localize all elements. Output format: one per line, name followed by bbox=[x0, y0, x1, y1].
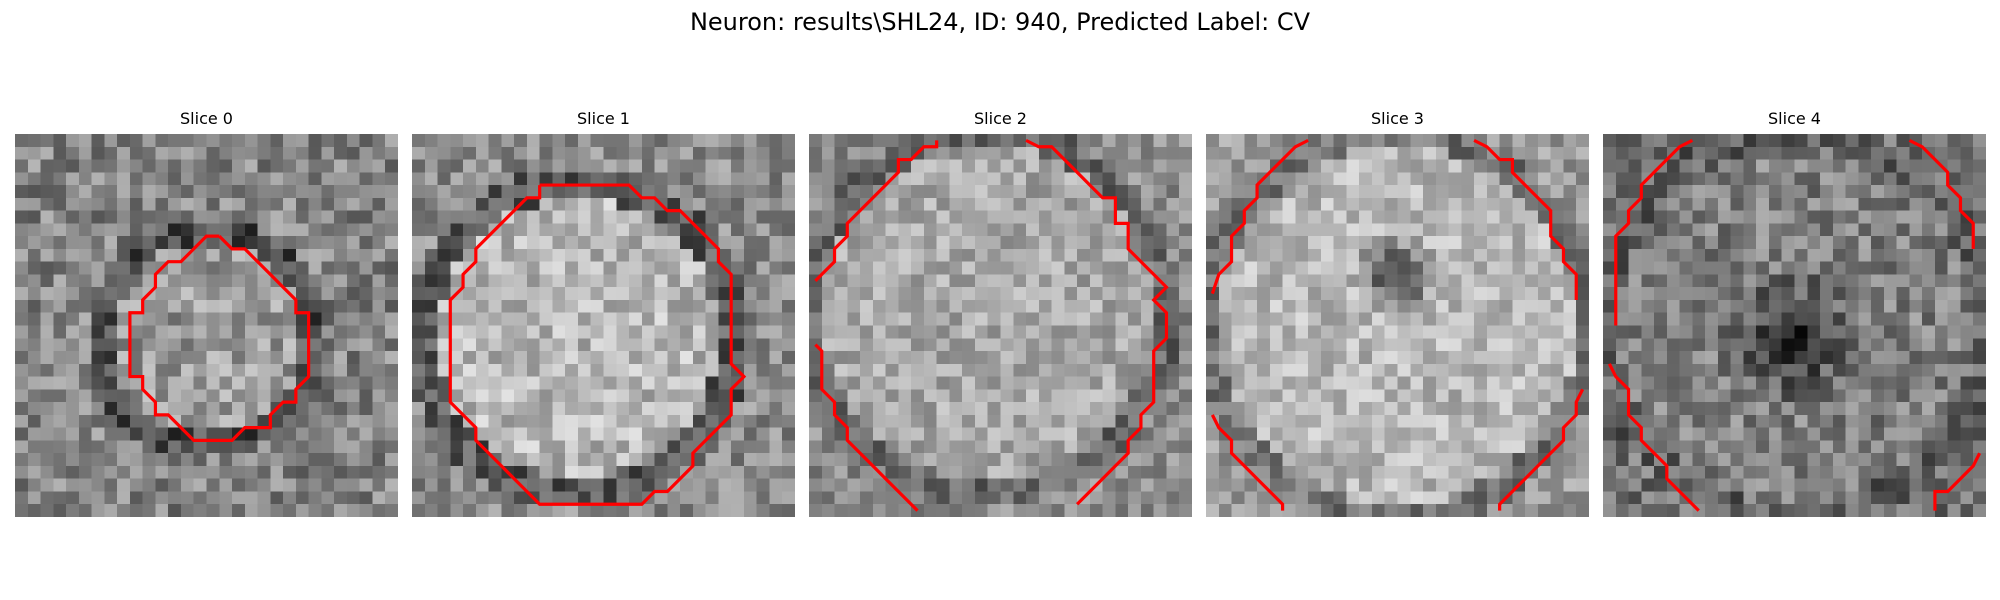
slice-title-3: Slice 3 bbox=[1371, 109, 1424, 128]
segmentation-contour bbox=[1908, 138, 1975, 249]
slice-image-4 bbox=[1603, 134, 1986, 517]
slice-image-3 bbox=[1206, 134, 1589, 517]
slice-title-2: Slice 2 bbox=[974, 109, 1027, 128]
slice-panel-1: Slice 1 bbox=[412, 108, 795, 517]
slice-panel-2: Slice 2 bbox=[809, 108, 1192, 517]
segmentation-contour bbox=[1473, 138, 1578, 300]
slice-title-0: Slice 0 bbox=[180, 109, 233, 128]
slice-panel-4: Slice 4 bbox=[1603, 108, 1986, 517]
segmentation-contour bbox=[1210, 414, 1285, 511]
slice-panel-0: Slice 0 bbox=[15, 108, 398, 517]
segmentation-contour bbox=[1210, 138, 1309, 295]
segmentation-contour bbox=[1933, 452, 1982, 511]
slice-image-2 bbox=[809, 134, 1192, 517]
segmentation-contour bbox=[1614, 138, 1694, 326]
segmentation-contour bbox=[814, 140, 939, 282]
slice-image-1 bbox=[412, 134, 795, 517]
segmentation-contour bbox=[448, 183, 747, 506]
segmentation-contour bbox=[814, 343, 919, 512]
segmentation-contour bbox=[128, 234, 311, 442]
segmentation-contour bbox=[1607, 363, 1700, 512]
slice-image-0 bbox=[15, 134, 398, 517]
segmentation-contour bbox=[1498, 388, 1585, 511]
figure-title: Neuron: results\SHL24, ID: 940, Predicte… bbox=[689, 8, 1311, 36]
slice-panel-3: Slice 3 bbox=[1206, 108, 1589, 517]
slice-title-4: Slice 4 bbox=[1768, 109, 1821, 128]
segmentation-contour bbox=[1025, 138, 1169, 506]
slice-title-1: Slice 1 bbox=[577, 109, 630, 128]
